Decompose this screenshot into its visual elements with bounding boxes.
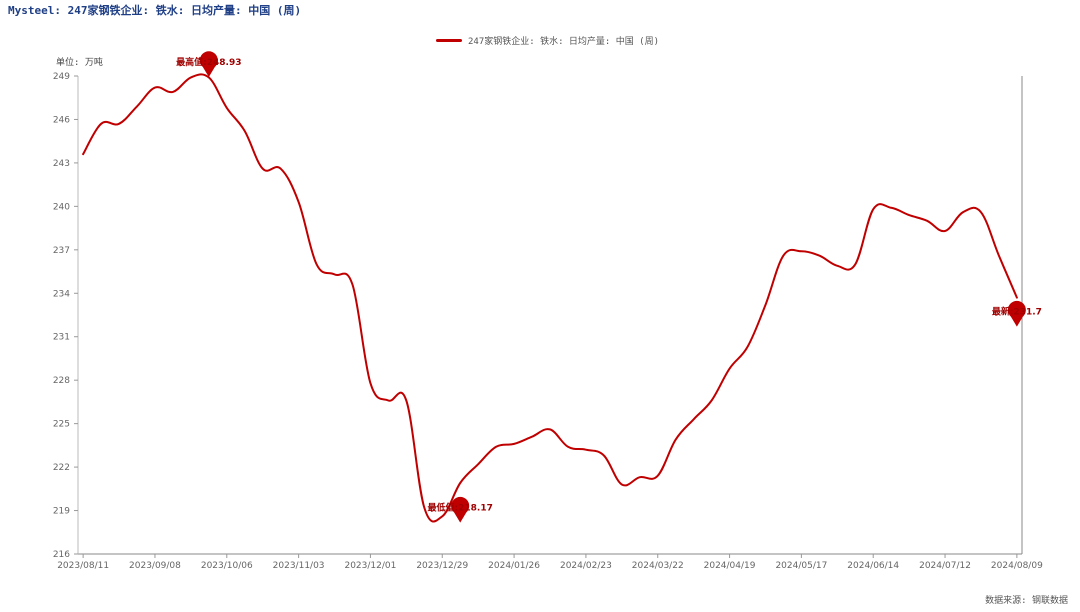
y-tick-label: 237 (53, 246, 70, 256)
data-source: 数据来源: 钢联数据 (985, 596, 1068, 606)
y-tick-label: 249 (53, 72, 70, 82)
x-tick-label: 2024/08/09 (991, 561, 1043, 571)
x-tick-label: 2024/05/17 (775, 561, 827, 571)
x-tick-label: 2024/02/23 (560, 561, 612, 571)
y-tick-label: 234 (53, 289, 70, 299)
pin-marker (451, 496, 470, 523)
pin-label: 最低值:218.17 (428, 502, 493, 514)
y-tick-label: 216 (53, 550, 70, 560)
legend-label: 247家钢铁企业: 铁水: 日均产量: 中国 (周) (468, 37, 660, 47)
y-tick-label: 222 (53, 463, 70, 473)
x-tick-label: 2024/06/14 (847, 561, 899, 571)
y-tick-label: 225 (53, 420, 70, 430)
x-tick-label: 2023/08/11 (57, 561, 109, 571)
y-tick-label: 243 (53, 159, 70, 169)
y-tick-label: 246 (53, 115, 70, 125)
x-tick-label: 2024/04/19 (704, 561, 756, 571)
y-tick-label: 219 (53, 507, 70, 517)
annotation-pin: 最高值:248.93 (176, 51, 241, 78)
pin-label: 最高值:248.93 (176, 56, 241, 68)
x-tick-label: 2024/07/12 (919, 561, 971, 571)
annotation-pin: 最新:231.7 (992, 300, 1042, 327)
x-tick-label: 2023/12/01 (344, 561, 396, 571)
axes: 216 219 222 225 228 231 234 237 240 243 246 249 2023… (53, 72, 1043, 571)
x-tick-label: 2023/10/06 (201, 561, 253, 571)
x-tick-label: 2024/01/26 (488, 561, 540, 571)
y-tick-label: 231 (53, 333, 70, 343)
y-unit-label: 单位: 万吨 (56, 58, 103, 68)
y-tick-label: 240 (53, 202, 70, 212)
legend[interactable]: 247家钢铁企业: 铁水: 日均产量: 中国 (周) (436, 34, 659, 47)
annotation-markers: 最高值:248.93 最低值:218.17 最新:231.7 (176, 51, 1042, 523)
pin-label: 最新:231.7 (992, 306, 1042, 318)
x-tick-label: 2024/03/22 (632, 561, 684, 571)
series-line (82, 73, 1018, 523)
x-tick-label: 2023/11/03 (273, 561, 325, 571)
annotation-pin: 最低值:218.17 (428, 496, 493, 523)
y-tick-label: 228 (53, 376, 70, 386)
legend-line-swatch (436, 39, 462, 42)
chart-title: Mysteel: 247家钢铁企业: 铁水: 日均产量: 中国 (周) (8, 4, 302, 17)
pin-marker (1007, 300, 1026, 327)
pin-marker (199, 51, 218, 78)
x-tick-label: 2023/09/08 (129, 561, 181, 571)
x-tick-label: 2023/12/29 (416, 561, 468, 571)
